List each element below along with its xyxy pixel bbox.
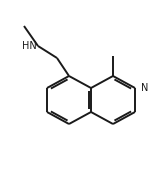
Text: HN: HN [22,41,36,51]
Text: N: N [141,83,149,93]
